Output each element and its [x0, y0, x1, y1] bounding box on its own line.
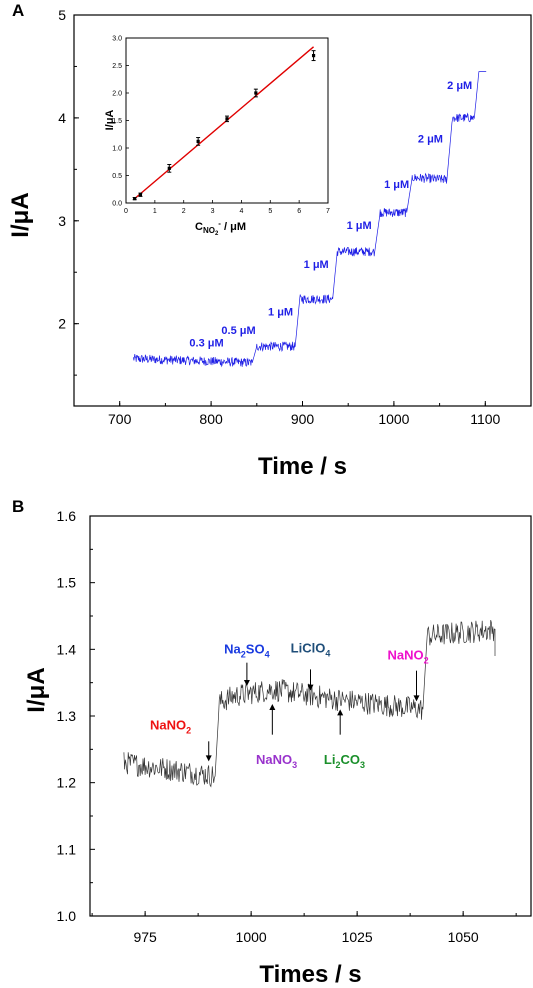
panel-label-a: A — [12, 1, 24, 20]
y-tick-label-a: 5 — [58, 7, 66, 23]
y-axis-label-b: I/μA — [23, 667, 50, 712]
y-tick-label-b: 1.3 — [57, 708, 77, 724]
inset-y-tick-label: 0.0 — [112, 201, 122, 208]
y-tick-label-a: 4 — [58, 110, 66, 126]
concentration-label-a: 0.5 μM — [221, 325, 255, 337]
y-tick-label-a: 2 — [58, 316, 66, 332]
inset-x-tick-label: 2 — [182, 208, 186, 215]
inset-x-tick-label: 7 — [326, 208, 330, 215]
current-trace-a — [133, 71, 487, 368]
concentration-label-a: 1 μM — [347, 220, 372, 232]
inset-x-tick-label: 0 — [124, 208, 128, 215]
inset-x-tick-label: 3 — [211, 208, 215, 215]
x-axis-label-b: Times / s — [259, 961, 361, 988]
y-tick-label-b: 1.2 — [57, 775, 77, 791]
x-tick-label-b: 1025 — [342, 929, 373, 945]
inset-data-point — [167, 166, 171, 170]
inset-data-point — [196, 139, 200, 143]
interferent-label-b: NaNO3 — [256, 752, 297, 770]
concentration-label-a: 1 μM — [304, 259, 329, 271]
inset-x-axis-label: CNO2- / μM — [195, 219, 246, 237]
inset-data-point — [133, 197, 137, 201]
y-tick-label-b: 1.5 — [57, 575, 77, 591]
y-tick-label-b: 1.6 — [57, 508, 77, 524]
inset-data-point — [254, 91, 258, 95]
inset-x-tick-label: 4 — [239, 208, 243, 215]
y-tick-label-b: 1.0 — [57, 908, 77, 924]
x-tick-label-a: 700 — [108, 411, 132, 427]
inset-y-tick-label: 1.0 — [112, 146, 122, 153]
inset-data-point — [138, 193, 143, 197]
annotation-arrow-head — [205, 755, 212, 762]
x-tick-label-a: 900 — [291, 411, 315, 427]
annotation-arrow-head — [337, 709, 344, 716]
interferent-label-b: Li2CO3 — [324, 752, 365, 770]
interferent-label-b: NaNO2 — [150, 717, 191, 735]
y-axis-label-a: I/μA — [7, 192, 34, 237]
interferent-label-b: NaNO2 — [387, 647, 428, 665]
inset-y-tick-label: 2.5 — [112, 63, 122, 70]
x-tick-label-a: 800 — [199, 411, 223, 427]
y-tick-label-b: 1.4 — [57, 641, 77, 657]
annotation-arrow-head — [307, 684, 314, 691]
annotation-arrow-head — [269, 704, 276, 710]
x-tick-label-b: 975 — [133, 929, 157, 945]
concentration-label-a: 2 μM — [447, 80, 472, 92]
y-tick-label-a: 3 — [58, 213, 66, 229]
x-tick-label-b: 1050 — [448, 929, 479, 945]
inset-x-tick-label: 6 — [297, 208, 301, 215]
annotation-arrow-head — [243, 680, 250, 686]
interferent-label-b: LiClO4 — [291, 641, 331, 659]
inset-x-tick-label: 1 — [153, 208, 157, 215]
concentration-label-a: 1 μM — [268, 306, 293, 318]
x-axis-label-a: Time / s — [258, 453, 347, 480]
inset-data-point — [311, 54, 316, 58]
x-tick-label-b: 1000 — [236, 929, 267, 945]
inset-x-tick-label: 5 — [268, 208, 272, 215]
annotation-arrow-head — [413, 695, 420, 702]
inset-y-tick-label: 2.0 — [112, 91, 122, 98]
concentration-label-a: 1 μM — [384, 179, 409, 191]
inset-data-point — [225, 117, 229, 121]
current-trace-b — [123, 620, 496, 788]
plot-frame-b — [89, 515, 532, 917]
x-tick-label-a: 1000 — [378, 411, 409, 427]
inset-y-tick-label: 3.0 — [112, 36, 122, 43]
concentration-label-a: 2 μM — [418, 134, 443, 146]
x-tick-label-a: 1100 — [470, 411, 500, 427]
inset-y-tick-label: 0.5 — [112, 173, 122, 180]
inset-y-axis-label: I/μA — [104, 110, 116, 131]
concentration-label-a: 0.3 μM — [189, 337, 223, 349]
panel-label-b: B — [12, 497, 24, 516]
interferent-label-b: Na2SO4 — [224, 641, 269, 659]
inset-y-tick-label: 1.5 — [112, 118, 122, 125]
y-tick-label-b: 1.1 — [57, 841, 77, 857]
inset-fit-line — [134, 46, 315, 200]
